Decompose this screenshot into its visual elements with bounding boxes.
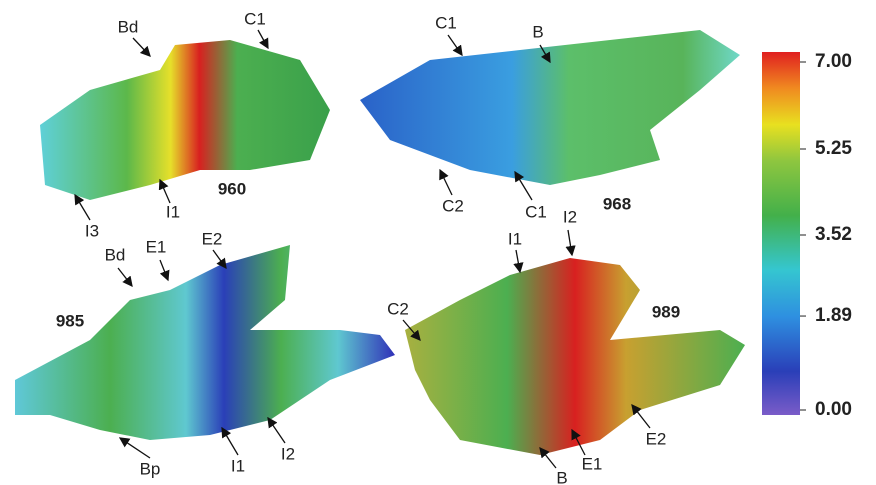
structure-label: I2 <box>563 207 577 226</box>
structure-label: B <box>532 22 543 41</box>
structure-label: I1 <box>508 229 522 248</box>
structure-label: I1 <box>166 202 180 221</box>
vessel-989 <box>405 258 745 455</box>
structure-label: E2 <box>646 429 667 448</box>
structure-label: I2 <box>281 444 295 463</box>
structure-label: Bd <box>118 17 139 36</box>
colorbar-tick-label: 3.52 <box>815 224 852 245</box>
arrow <box>448 35 462 55</box>
vessel-968 <box>360 30 740 185</box>
figure: 960BdC1I1I3968C1BC2C1985BdE1E2BpI1I2989I… <box>0 0 876 485</box>
structure-label: I1 <box>231 456 245 475</box>
panel-id: 960 <box>218 179 246 198</box>
structure-label: C1 <box>244 9 266 28</box>
arrow <box>118 268 132 286</box>
structure-label: C2 <box>387 299 409 318</box>
structure-label: Bp <box>140 459 161 478</box>
arrow <box>160 260 168 280</box>
colorbar-tick-label: 7.00 <box>815 51 852 72</box>
arrow <box>268 418 285 443</box>
arrow <box>568 230 572 255</box>
colorbar-tick-label: 5.25 <box>815 138 852 159</box>
colorbar-tick-label: 1.89 <box>815 305 852 326</box>
arrow <box>258 30 268 48</box>
arrow <box>120 438 150 458</box>
structure-label: B <box>556 468 567 485</box>
arrow <box>440 170 452 195</box>
arrow <box>133 38 150 56</box>
panel-id: 989 <box>652 302 680 321</box>
colorbar <box>762 52 800 415</box>
vessel-960 <box>40 40 330 200</box>
arrow <box>516 250 520 272</box>
arrow <box>222 428 238 455</box>
structure-label: I3 <box>85 221 99 240</box>
structure-label: E1 <box>582 454 603 473</box>
colorbar-tick-label: 0.00 <box>815 399 852 420</box>
structure-label: E2 <box>202 229 223 248</box>
structure-label: C1 <box>525 202 547 221</box>
renderings <box>15 30 745 455</box>
panel-id: 985 <box>56 311 84 330</box>
structure-label: C2 <box>442 196 464 215</box>
structure-label: Bd <box>105 245 126 264</box>
panel-id: 968 <box>603 194 631 213</box>
vessel-985 <box>15 245 395 440</box>
structure-label: C1 <box>435 13 457 32</box>
structure-label: E1 <box>146 237 167 256</box>
arrow <box>160 180 170 203</box>
